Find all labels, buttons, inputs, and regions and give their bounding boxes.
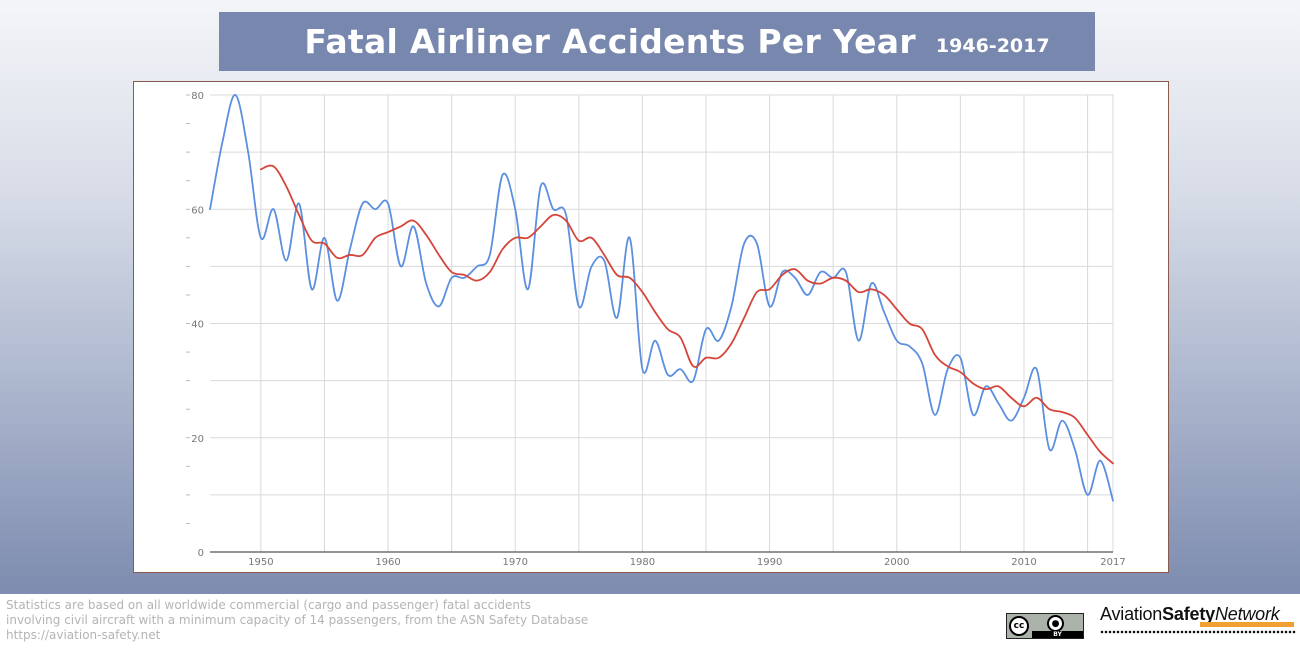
x-tick-label: 2017 [1100,557,1125,568]
x-tick-label: 2010 [1011,557,1036,568]
x-tick-label: 1990 [757,557,782,568]
footer-url[interactable]: https://aviation-safety.net [6,628,161,642]
series-line-annual [209,94,1114,502]
chart-subtitle: 1946-2017 [935,34,1050,57]
y-tick-label: 20 [191,434,204,445]
footer-note-line2: involving civil aircraft with a minimum … [6,613,589,627]
asn-logo-aviation: Aviation [1100,604,1163,624]
y-tick-label: 60 [191,205,204,216]
by-label: BY [1032,631,1083,638]
asn-logo-bar [1200,622,1294,627]
series-lines [209,94,1114,502]
x-tick-label: 1960 [375,557,400,568]
asn-logo-text: AviationSafetyNetwork [1100,604,1296,625]
series-line-average [259,164,1114,465]
attribution-person-icon: ● [1047,615,1064,632]
footer: Statistics are based on all worldwide co… [0,594,1300,650]
grid-lines [210,94,1114,552]
y-tick-label: 0 [198,548,204,559]
line-chart: 0 20 40 60 80 1950 1960 1970 1980 1990 2000 2010 201… [186,91,1126,568]
chart-panel: 0 20 40 60 80 1950 1960 1970 1980 1990 2000 2010 201… [133,81,1169,573]
x-tick-label: 1950 [248,557,273,568]
x-tick-label: 2000 [884,557,909,568]
asn-logo[interactable]: AviationSafetyNetwork [1100,604,1296,644]
title-banner: Fatal Airliner Accidents Per Year 1946-2… [219,12,1095,71]
asn-logo-dots [1100,630,1296,634]
x-tick-label: 1970 [503,557,528,568]
asn-logo-safety: Safety [1162,604,1215,624]
cc-icon: cc [1009,616,1029,636]
asn-logo-network: Network [1214,604,1280,624]
y-tick-label: 80 [191,91,204,102]
cc-by-icon[interactable]: cc ● BY [1006,613,1084,639]
x-tick-label: 1980 [630,557,655,568]
footer-note-line1: Statistics are based on all worldwide co… [6,598,531,612]
footer-note: Statistics are based on all worldwide co… [6,598,588,643]
chart-title: Fatal Airliner Accidents Per Year [304,22,916,61]
axes: 0 20 40 60 80 1950 1960 1970 1980 1990 2000 2010 201… [186,91,1126,568]
y-tick-label: 40 [191,320,204,331]
